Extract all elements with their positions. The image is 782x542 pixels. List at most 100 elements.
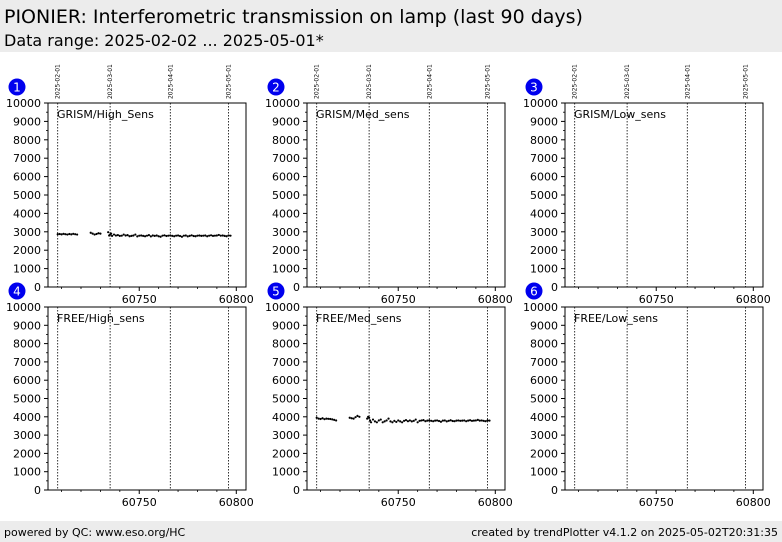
data-point [402, 419, 406, 422]
data-point [335, 419, 338, 422]
data-point [143, 235, 147, 238]
y-tick-label: 4000 [272, 207, 300, 220]
data-point [215, 234, 218, 237]
data-point [432, 420, 435, 423]
data-point [410, 420, 413, 423]
data-point [142, 234, 145, 237]
data-point [74, 233, 77, 236]
data-point [420, 419, 423, 422]
date-marker-label: 2025-02-01 [572, 64, 579, 99]
data-point [465, 420, 468, 423]
y-tick-label: 0 [551, 281, 558, 294]
panel-number-badge [8, 78, 26, 96]
data-point [132, 234, 135, 237]
data-point [463, 419, 466, 422]
panel-number-badge [8, 282, 26, 300]
data-point [428, 419, 431, 422]
panel-label: FREE/High_sens [57, 312, 145, 325]
y-tick-label: 9000 [13, 319, 41, 332]
data-point [480, 419, 483, 422]
data-point [182, 234, 185, 237]
panel-frame [564, 306, 764, 491]
y-tick-label: 5000 [272, 189, 300, 202]
data-point [149, 235, 152, 238]
data-point [196, 234, 199, 237]
y-tick-label: 7000 [530, 152, 558, 165]
data-point [331, 418, 334, 421]
data-point [95, 232, 98, 236]
panel-frame [306, 102, 506, 288]
data-point [379, 418, 382, 421]
panel-label: FREE/Med_sens [316, 312, 402, 325]
data-point [373, 420, 377, 423]
panel-number: 4 [13, 285, 21, 299]
y-tick-label: 4000 [530, 207, 558, 220]
panel-number: 2 [272, 81, 280, 95]
data-point [213, 234, 217, 237]
y-tick-label: 0 [293, 484, 300, 497]
data-point [418, 419, 421, 422]
y-tick-label: 1000 [272, 263, 300, 276]
data-point [118, 234, 121, 237]
data-point [190, 234, 193, 237]
y-tick-label: 2000 [13, 244, 41, 257]
x-tick-label: 60800 [736, 496, 771, 509]
data-point [173, 235, 176, 238]
data-point [467, 419, 470, 422]
data-point [368, 419, 372, 422]
y-tick-label: 1000 [530, 263, 558, 276]
x-tick-label: 60750 [639, 293, 674, 306]
date-marker-label: 2025-02-01 [55, 64, 62, 99]
x-tick-label: 60750 [381, 293, 416, 306]
data-point [171, 234, 174, 237]
data-point [437, 419, 441, 423]
data-point [227, 234, 230, 237]
panel-label: GRISM/Low_sens [574, 108, 666, 121]
data-point [145, 234, 149, 237]
data-point [397, 419, 400, 422]
data-point [468, 419, 472, 422]
data-point [435, 419, 439, 422]
y-tick-label: 9000 [530, 115, 558, 128]
data-point [198, 234, 201, 237]
y-tick-label: 8000 [13, 338, 41, 351]
panel-number-badge [267, 78, 285, 96]
footer-created-by: created by trendPlotter v4.1.2 on 2025-0… [471, 526, 778, 539]
y-tick-label: 10000 [523, 301, 558, 314]
y-tick-label: 10000 [6, 301, 41, 314]
data-point [97, 232, 100, 235]
y-tick-label: 1000 [272, 466, 300, 479]
data-point [64, 233, 67, 236]
data-point [470, 419, 474, 422]
data-point [383, 420, 386, 423]
y-tick-label: 1000 [530, 466, 558, 479]
data-point [202, 234, 205, 237]
y-tick-label: 0 [34, 484, 41, 497]
data-point [209, 234, 213, 237]
date-marker-label: 2025-03-01 [366, 64, 373, 99]
data-point [482, 419, 485, 422]
data-point [488, 419, 491, 422]
data-range-subtitle: Data range: 2025-02-02 ... 2025-05-01* [4, 31, 324, 50]
data-point [401, 421, 404, 424]
date-marker-label: 2025-03-01 [624, 64, 631, 99]
data-point [453, 420, 456, 423]
y-tick-label: 3000 [13, 226, 41, 239]
data-point [443, 419, 446, 422]
date-marker-label: 2025-04-01 [167, 64, 174, 99]
data-point [188, 234, 191, 237]
y-tick-label: 0 [293, 281, 300, 294]
y-tick-label: 4000 [530, 411, 558, 424]
y-tick-label: 5000 [530, 189, 558, 202]
y-tick-label: 8000 [530, 338, 558, 351]
data-point [208, 234, 211, 237]
x-tick-label: 60800 [219, 496, 254, 509]
y-tick-label: 10000 [265, 301, 300, 314]
data-point [89, 231, 92, 234]
y-tick-label: 10000 [6, 97, 41, 110]
panel-number-badge [525, 78, 543, 96]
data-point [319, 417, 322, 421]
y-tick-label: 6000 [13, 374, 41, 387]
data-point [161, 234, 164, 237]
data-point [387, 417, 390, 420]
